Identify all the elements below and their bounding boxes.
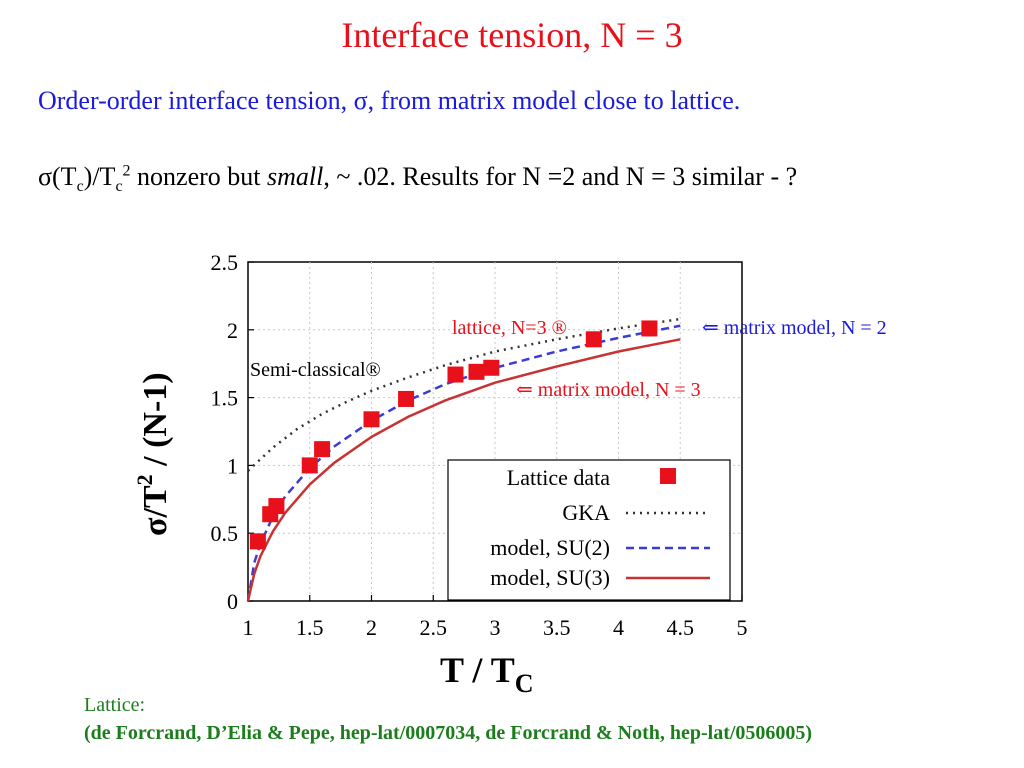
x-tick-label: 2 <box>366 615 377 640</box>
su3-curve <box>246 338 681 602</box>
lattice-data-point <box>249 533 266 550</box>
statement-text-1: nonzero but <box>130 162 268 191</box>
y-axis-title-sup: 2 <box>132 474 157 485</box>
statement-italic: small <box>267 162 324 191</box>
y-axis-title: σ/T2 / (N-1) <box>132 372 174 536</box>
lattice-data-point <box>468 363 485 380</box>
x-axis-title-sub: C <box>515 669 534 698</box>
legend-label-lattice: Lattice data <box>507 465 610 490</box>
lattice-data-point <box>398 390 415 407</box>
x-tick-label: 1 <box>243 615 254 640</box>
legend-label-gka: GKA <box>562 500 610 525</box>
curves <box>246 317 681 602</box>
sigma-symbol: σ <box>38 162 53 191</box>
x-tick-label: 4 <box>613 615 624 640</box>
slide-subtitle: Order-order interface tension, σ, from m… <box>38 86 741 115</box>
lattice-data-point <box>483 359 500 376</box>
statement-text-2: , ~ .02. Results for N =2 and N = 3 simi… <box>323 162 798 191</box>
y-axis-title-rest: / (N-1) <box>137 372 174 474</box>
statement-exponent: 2 <box>122 162 131 180</box>
annotation-matrix-n3: ⇐ matrix model, N = 3 <box>516 379 701 401</box>
legend-box <box>447 459 731 601</box>
legend-label-su2: model, SU(2) <box>490 535 610 560</box>
footer-label: Lattice: <box>84 694 146 716</box>
axis-ticks: 1 1.5 2 2.5 3 3.5 4 4.5 5 0 0.5 1 1.5 2 2.5 <box>211 250 748 640</box>
y-axis-title-main: σ/T <box>137 485 174 536</box>
slide-title: Interface tension, N = 3 <box>341 15 683 55</box>
statement-close: )/T <box>83 162 116 191</box>
y-tick-label: 2.5 <box>211 250 239 275</box>
x-tick-label: 4.5 <box>667 615 695 640</box>
x-axis-title: T / TC <box>440 650 534 698</box>
y-tick-label: 0.5 <box>211 521 239 546</box>
lattice-data-point <box>447 366 464 383</box>
statement-open: (T <box>52 162 77 191</box>
x-tick-label: 5 <box>737 615 748 640</box>
statement-line: σ(Tc)/Tc2 nonzero but small, ~ .02. Resu… <box>38 162 797 196</box>
lattice-data-point <box>585 331 602 348</box>
annotation-lattice-n3: lattice, N=3 ® <box>452 317 567 339</box>
y-tick-label: 2 <box>227 318 238 343</box>
annotation-matrix-n2: ⇐ matrix model, N = 2 <box>702 317 887 339</box>
legend: Lattice data GKA model, SU(2) model, SU(… <box>447 459 731 601</box>
y-tick-label: 1.5 <box>211 386 239 411</box>
lattice-data-point <box>641 320 658 337</box>
statement-sub-c1: c <box>76 178 84 196</box>
lattice-data-point <box>301 457 318 474</box>
x-tick-label: 2.5 <box>420 615 448 640</box>
lattice-data-point <box>363 411 380 428</box>
x-tick-label: 3.5 <box>543 615 571 640</box>
lattice-points <box>249 320 658 550</box>
y-tick-label: 0 <box>227 589 238 614</box>
footer-references: (de Forcrand, D’Elia & Pepe, hep-lat/000… <box>84 722 813 744</box>
annotation-semi-classical: Semi-classical® <box>250 359 381 381</box>
legend-marker-lattice <box>660 468 676 484</box>
y-tick-label: 1 <box>227 453 238 478</box>
x-tick-label: 1.5 <box>296 615 324 640</box>
x-axis-title-main: T / T <box>440 650 515 690</box>
x-tick-label: 3 <box>490 615 501 640</box>
lattice-data-point <box>314 441 331 458</box>
lattice-data-point <box>268 498 285 515</box>
statement-sub-c2: c <box>115 178 123 196</box>
gka-curve <box>247 317 681 472</box>
legend-label-su3: model, SU(3) <box>490 565 610 590</box>
